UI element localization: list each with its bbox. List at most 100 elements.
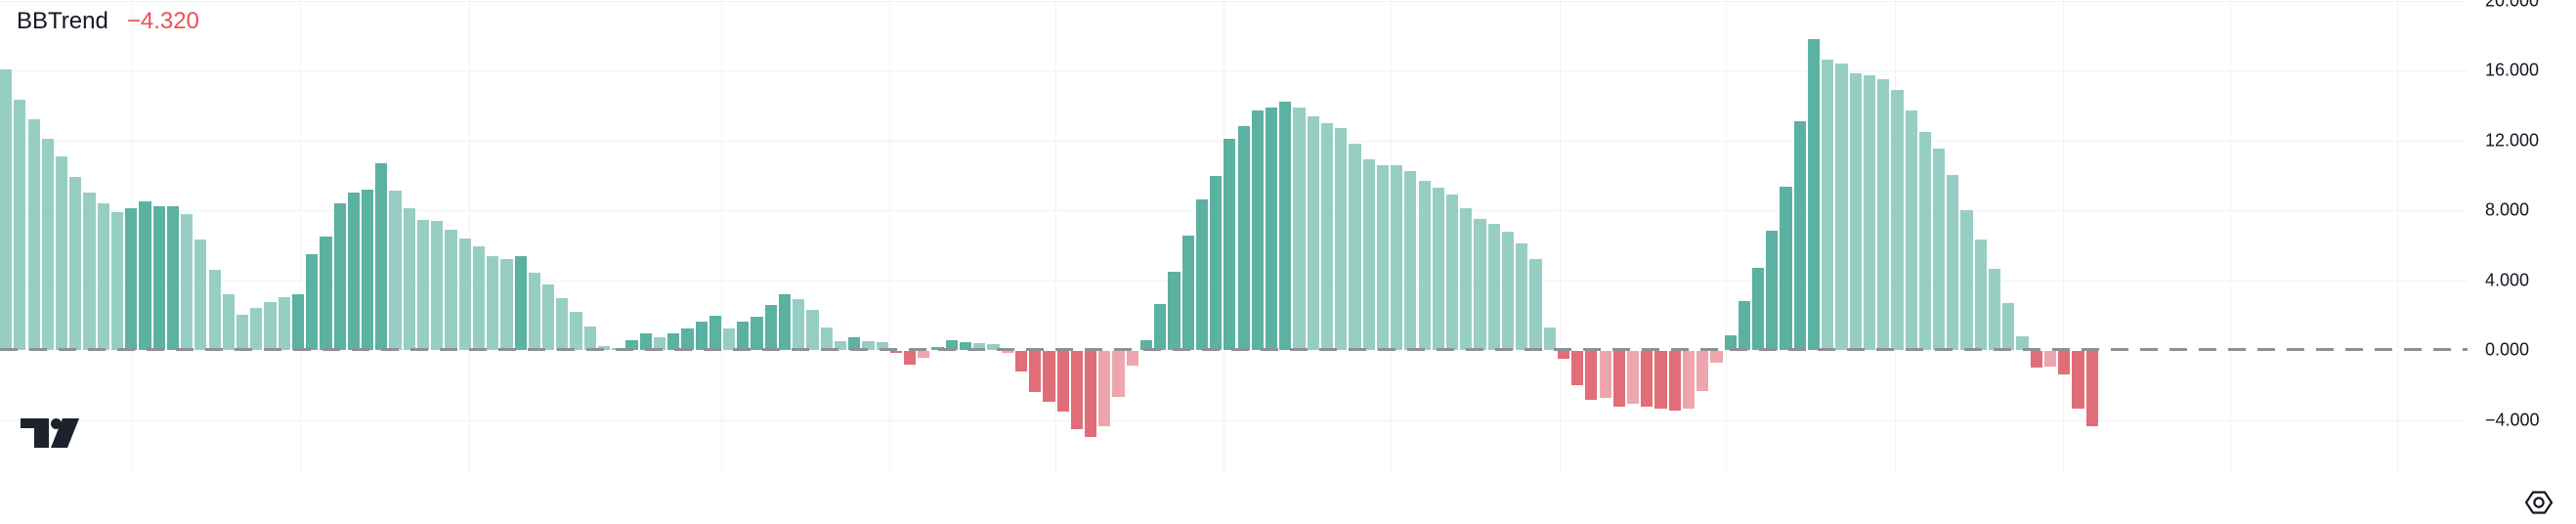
histogram-bar (625, 340, 638, 350)
histogram-bar (918, 351, 930, 358)
price-scale-label: 8.000 (2485, 199, 2530, 220)
histogram-bar (1098, 351, 1111, 426)
histogram-bar (41, 138, 54, 350)
histogram-bar (862, 341, 875, 350)
histogram-bar (250, 308, 263, 350)
histogram-bar (2016, 335, 2029, 350)
histogram-bar (1918, 131, 1931, 350)
histogram-bar (306, 253, 319, 350)
histogram-bar (403, 208, 415, 350)
histogram-bar (1863, 75, 1876, 350)
histogram-bar (1293, 108, 1306, 350)
price-scale-label: 4.000 (2485, 270, 2530, 290)
histogram-bar (1084, 351, 1097, 437)
histogram-bar (820, 327, 833, 350)
histogram-bar (1822, 60, 1834, 350)
histogram-bar (1905, 110, 1917, 350)
histogram-bar (1391, 165, 1403, 350)
histogram-bar (1279, 102, 1292, 350)
price-scale-label: 12.000 (2485, 130, 2540, 151)
histogram-bar (1126, 351, 1138, 367)
histogram-bar (97, 202, 109, 350)
histogram-bar (1543, 327, 1556, 350)
histogram-bar (1682, 351, 1696, 409)
histogram-bar (1014, 351, 1028, 372)
indicator-title: BBTrend (17, 8, 108, 34)
histogram-bar (1210, 176, 1223, 350)
histogram-bar (570, 311, 582, 350)
histogram-bar (1557, 351, 1570, 359)
histogram-bar (542, 284, 555, 350)
histogram-bar (834, 341, 847, 350)
histogram-bar (487, 255, 499, 350)
indicator-legend: BBTrend −4.320 (17, 8, 199, 35)
histogram-bar (1571, 351, 1584, 385)
histogram-bar (1432, 187, 1444, 350)
histogram-bar (181, 213, 193, 350)
histogram-bar (1043, 351, 1055, 402)
histogram-bar (1849, 72, 1862, 350)
histogram-bar (1139, 340, 1153, 350)
histogram-bar (1251, 110, 1264, 350)
tradingview-logo[interactable] (21, 418, 79, 449)
histogram-bar (1070, 351, 1083, 429)
histogram-bar (1891, 89, 1904, 350)
histogram-bar (125, 208, 138, 350)
histogram-bar (264, 301, 277, 350)
v-gridline (2063, 0, 2064, 474)
price-scale-label: 20.000 (2485, 0, 2540, 11)
histogram-bar (889, 351, 902, 354)
histogram-bar (708, 316, 721, 350)
histogram-bar (1974, 239, 1987, 350)
histogram-bar (14, 100, 26, 350)
histogram-bar (0, 69, 13, 350)
histogram-bar (945, 340, 958, 350)
v-gridline (721, 0, 722, 474)
histogram-bar (110, 211, 124, 350)
histogram-bar (1988, 268, 2001, 350)
histogram-bar (764, 305, 777, 350)
histogram-bar (778, 293, 792, 350)
v-gridline (1560, 0, 1561, 474)
histogram-bar (1766, 230, 1779, 350)
histogram-bar (291, 293, 305, 350)
histogram-bar (83, 193, 96, 350)
histogram-bar (904, 351, 917, 366)
h-gridline (0, 420, 2468, 421)
histogram-bar (1626, 351, 1640, 404)
histogram-bar (737, 322, 750, 350)
histogram-bar (1362, 159, 1375, 350)
histogram-bar (1224, 138, 1236, 350)
histogram-bar (1599, 351, 1611, 399)
histogram-bar (1168, 271, 1181, 350)
histogram-bar (2085, 351, 2098, 427)
histogram-bar (1807, 38, 1821, 350)
histogram-bar (1154, 303, 1167, 350)
h-gridline (0, 70, 2468, 71)
histogram-bar (723, 328, 736, 350)
histogram-bar (1335, 128, 1348, 350)
histogram-bar (236, 315, 249, 351)
histogram-bar (1195, 199, 1209, 350)
histogram-bar (2058, 351, 2071, 375)
hexagon-settings-icon[interactable] (2524, 490, 2554, 515)
histogram-bar (1933, 149, 1946, 350)
histogram-bar (2043, 351, 2057, 368)
histogram-bar (472, 245, 486, 350)
histogram-bar (667, 333, 680, 350)
plot-area[interactable] (0, 0, 2468, 474)
histogram-bar (222, 293, 235, 350)
v-gridline (469, 0, 470, 474)
histogram-bar (1349, 144, 1361, 350)
histogram-bar (1738, 300, 1751, 350)
histogram-bar (1960, 210, 1973, 350)
histogram-bar (1668, 351, 1681, 411)
histogram-bar (431, 220, 444, 350)
time-scale[interactable]: 182022252729Dec3579111315 (0, 474, 2576, 524)
histogram-bar (416, 219, 430, 350)
price-scale[interactable]: 20.000 16.000 12.000 8.000 4.000 0.000 −4.000 (2468, 0, 2576, 474)
histogram-bar (653, 336, 666, 350)
histogram-bar (1001, 351, 1013, 353)
v-gridline (2230, 0, 2231, 474)
v-gridline (1726, 0, 1727, 474)
